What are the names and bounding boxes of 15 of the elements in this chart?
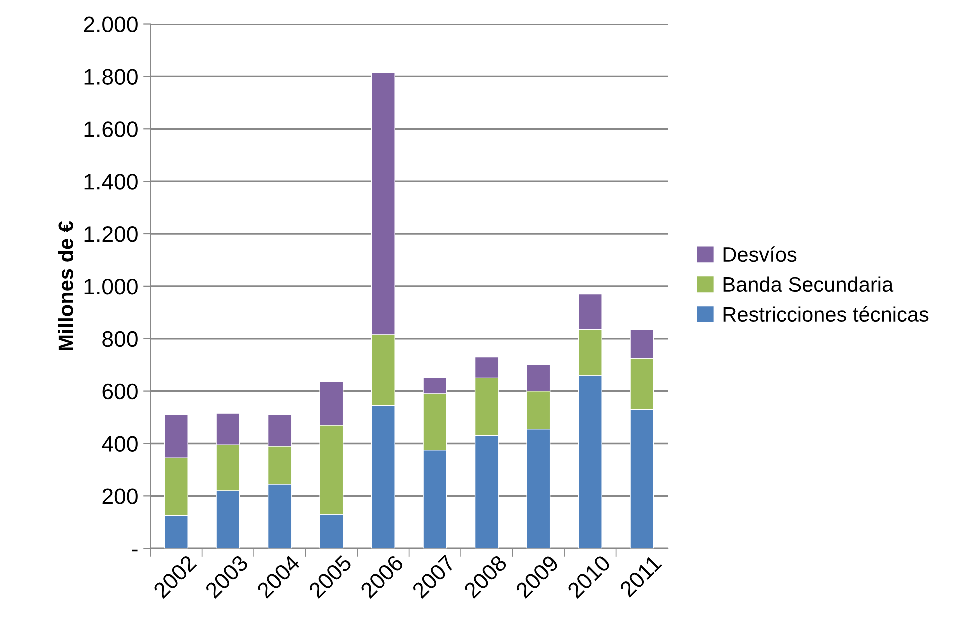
legend-label: Restricciones técnicas (724, 306, 929, 322)
y-tick-label: - (132, 550, 138, 552)
y-tick-label: 1.200 (84, 226, 138, 242)
y-axis-title: Millones de € (58, 221, 74, 350)
y-tick-label: 600 (102, 384, 138, 400)
legend-label: Desvíos (724, 246, 797, 262)
y-tick-label: 400 (102, 436, 138, 452)
y-tick-label: 200 (102, 488, 138, 504)
y-tick-label: 1.000 (84, 278, 138, 295)
y-tick-label: 1.400 (84, 174, 138, 190)
legend-label: Banda Secundaria (724, 276, 894, 292)
y-tick-label: 2.000 (84, 16, 138, 33)
y-tick-label: 800 (102, 331, 138, 348)
y-tick-label: 1.800 (84, 69, 138, 85)
y-tick-label: 1.600 (84, 122, 138, 138)
